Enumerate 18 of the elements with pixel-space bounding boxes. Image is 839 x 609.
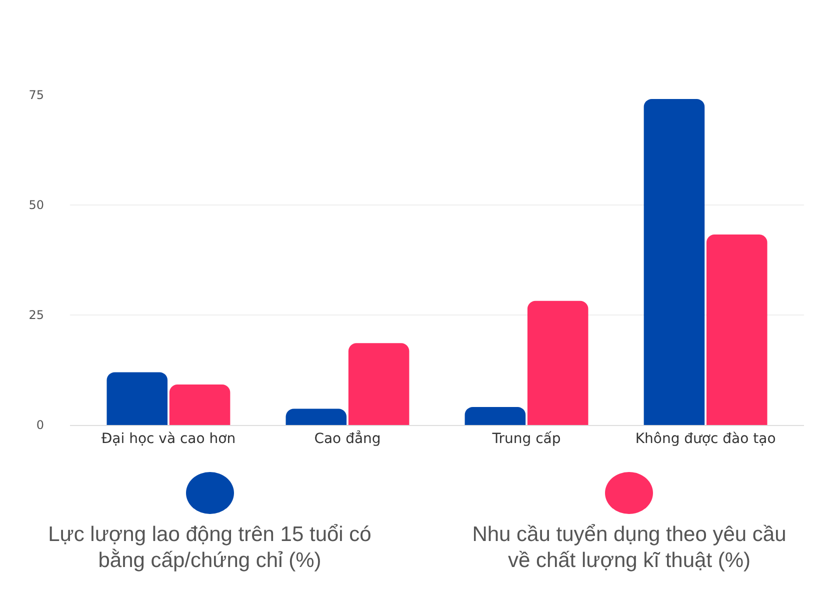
bar xyxy=(527,300,588,425)
legend-label: Lực lượng lao động trên 15 tuổi có bằng cấp/chứng chỉ (%) xyxy=(47,522,372,574)
legend-label: Nhu cầu tuyển dụng theo yêu cầu về chất lượng kĩ thuật (%) xyxy=(471,522,788,574)
x-tick-label: Cao đẳng xyxy=(314,430,381,447)
y-tick-label: 50 xyxy=(28,198,44,212)
y-tick-label: 0 xyxy=(36,418,44,432)
bar xyxy=(169,384,230,425)
bar xyxy=(644,98,705,425)
bar xyxy=(464,406,526,425)
bar xyxy=(706,234,768,425)
y-tick-label: 75 xyxy=(28,88,44,102)
x-tick-label: Trung cấp xyxy=(491,430,561,447)
x-tick-label: Không được đào tạo xyxy=(635,430,776,447)
bar xyxy=(106,372,168,425)
bar xyxy=(348,343,410,425)
y-tick-label: 25 xyxy=(28,308,44,322)
bar xyxy=(286,408,347,425)
x-tick-label: Đại học và cao hơn xyxy=(101,430,236,447)
